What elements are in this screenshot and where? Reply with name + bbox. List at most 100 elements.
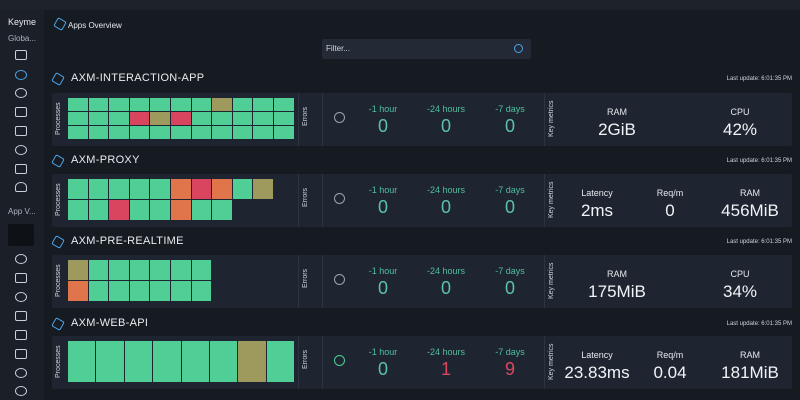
nav-icon[interactable] (15, 349, 27, 359)
process-cell[interactable] (212, 112, 232, 125)
process-cell[interactable] (153, 341, 181, 382)
process-cell[interactable] (150, 126, 170, 139)
process-cell[interactable] (150, 112, 170, 125)
process-cell[interactable] (266, 341, 294, 382)
process-cell[interactable] (191, 98, 212, 111)
process-cell[interactable] (109, 112, 129, 125)
process-cell[interactable] (109, 179, 129, 199)
process-cell[interactable] (209, 341, 238, 382)
processes-label: Processes (55, 102, 62, 135)
process-cell[interactable] (253, 98, 273, 111)
process-cell[interactable] (68, 200, 88, 220)
app-name[interactable]: AXM-PROXY (71, 154, 140, 166)
process-cell[interactable] (109, 126, 129, 139)
process-cell[interactable] (109, 200, 129, 220)
process-cell[interactable] (232, 112, 253, 125)
process-cell[interactable] (88, 200, 109, 220)
process-cell[interactable] (191, 200, 212, 220)
nav-icon[interactable] (15, 107, 27, 117)
nav-icon[interactable] (15, 292, 27, 302)
process-cell[interactable] (129, 200, 150, 220)
nav-icon[interactable] (15, 164, 27, 174)
process-cell[interactable] (88, 281, 109, 301)
nav-icon[interactable] (15, 88, 27, 98)
process-cell[interactable] (68, 179, 88, 199)
process-cell[interactable] (171, 281, 191, 301)
process-cell[interactable] (191, 281, 212, 301)
metric-value: 175MiB (588, 282, 646, 301)
process-cell[interactable] (212, 98, 232, 111)
process-cell[interactable] (274, 98, 294, 111)
process-cell[interactable] (191, 179, 212, 199)
process-cell[interactable] (129, 179, 150, 199)
nav-icon[interactable] (15, 330, 27, 340)
process-cell[interactable] (150, 98, 170, 111)
nav-icon[interactable] (15, 126, 27, 136)
process-cell[interactable] (68, 98, 88, 111)
process-cell[interactable] (129, 112, 150, 125)
process-cell[interactable] (129, 126, 150, 139)
process-cell[interactable] (124, 341, 153, 382)
process-cell[interactable] (171, 98, 191, 111)
process-cell[interactable] (212, 126, 232, 139)
process-cell[interactable] (232, 179, 253, 199)
process-cell[interactable] (171, 126, 191, 139)
app-name[interactable]: AXM-WEB-API (71, 317, 149, 329)
process-cell[interactable] (212, 179, 232, 199)
process-cell[interactable] (96, 341, 124, 382)
process-cell[interactable] (88, 179, 109, 199)
nav-icon[interactable] (15, 182, 27, 192)
app-name[interactable]: AXM-INTERACTION-APP (71, 72, 205, 84)
process-cell[interactable] (150, 179, 170, 199)
nav-icon[interactable] (15, 386, 27, 396)
process-cell[interactable] (68, 260, 88, 280)
nav-icon[interactable] (15, 368, 27, 378)
nav-icon[interactable] (15, 50, 27, 60)
process-cell[interactable] (88, 126, 109, 139)
process-cell[interactable] (68, 281, 88, 301)
process-cell[interactable] (129, 260, 150, 280)
process-cell[interactable] (191, 126, 212, 139)
process-cell[interactable] (109, 98, 129, 111)
process-cell[interactable] (88, 112, 109, 125)
process-cell[interactable] (191, 260, 212, 280)
app-name[interactable]: AXM-PRE-REALTIME (71, 235, 184, 247)
search-icon[interactable] (514, 44, 523, 53)
nav-icon[interactable] (15, 273, 27, 283)
process-cell[interactable] (274, 126, 294, 139)
process-cell[interactable] (274, 112, 294, 125)
process-cell[interactable] (129, 281, 150, 301)
process-cell[interactable] (129, 98, 150, 111)
process-cell[interactable] (232, 98, 253, 111)
process-cell[interactable] (238, 341, 266, 382)
process-cell[interactable] (171, 179, 191, 199)
process-cell[interactable] (150, 200, 170, 220)
nav-icon[interactable] (15, 254, 27, 264)
process-cell[interactable] (68, 341, 96, 382)
process-cell[interactable] (181, 341, 209, 382)
key-metrics-label: Key metrics (548, 100, 555, 137)
process-cell[interactable] (109, 281, 129, 301)
process-cell[interactable] (88, 98, 109, 111)
process-cell[interactable] (253, 126, 273, 139)
process-cell[interactable] (150, 281, 170, 301)
process-cell[interactable] (232, 126, 253, 139)
filter-input[interactable]: Filter... (322, 39, 531, 59)
app-select[interactable] (8, 224, 34, 246)
process-cell[interactable] (109, 260, 129, 280)
error-count: 0 (440, 278, 451, 298)
process-cell[interactable] (68, 112, 88, 125)
process-cell[interactable] (171, 260, 191, 280)
process-cell[interactable] (171, 112, 191, 125)
process-cell[interactable] (88, 260, 109, 280)
nav-icon[interactable] (15, 70, 27, 80)
process-cell[interactable] (212, 200, 232, 220)
process-cell[interactable] (68, 126, 88, 139)
nav-icon[interactable] (15, 311, 27, 321)
process-cell[interactable] (253, 112, 273, 125)
nav-icon[interactable] (15, 145, 27, 155)
process-cell[interactable] (191, 112, 212, 125)
process-cell[interactable] (150, 260, 170, 280)
process-cell[interactable] (171, 200, 191, 220)
process-cell[interactable] (253, 179, 273, 199)
